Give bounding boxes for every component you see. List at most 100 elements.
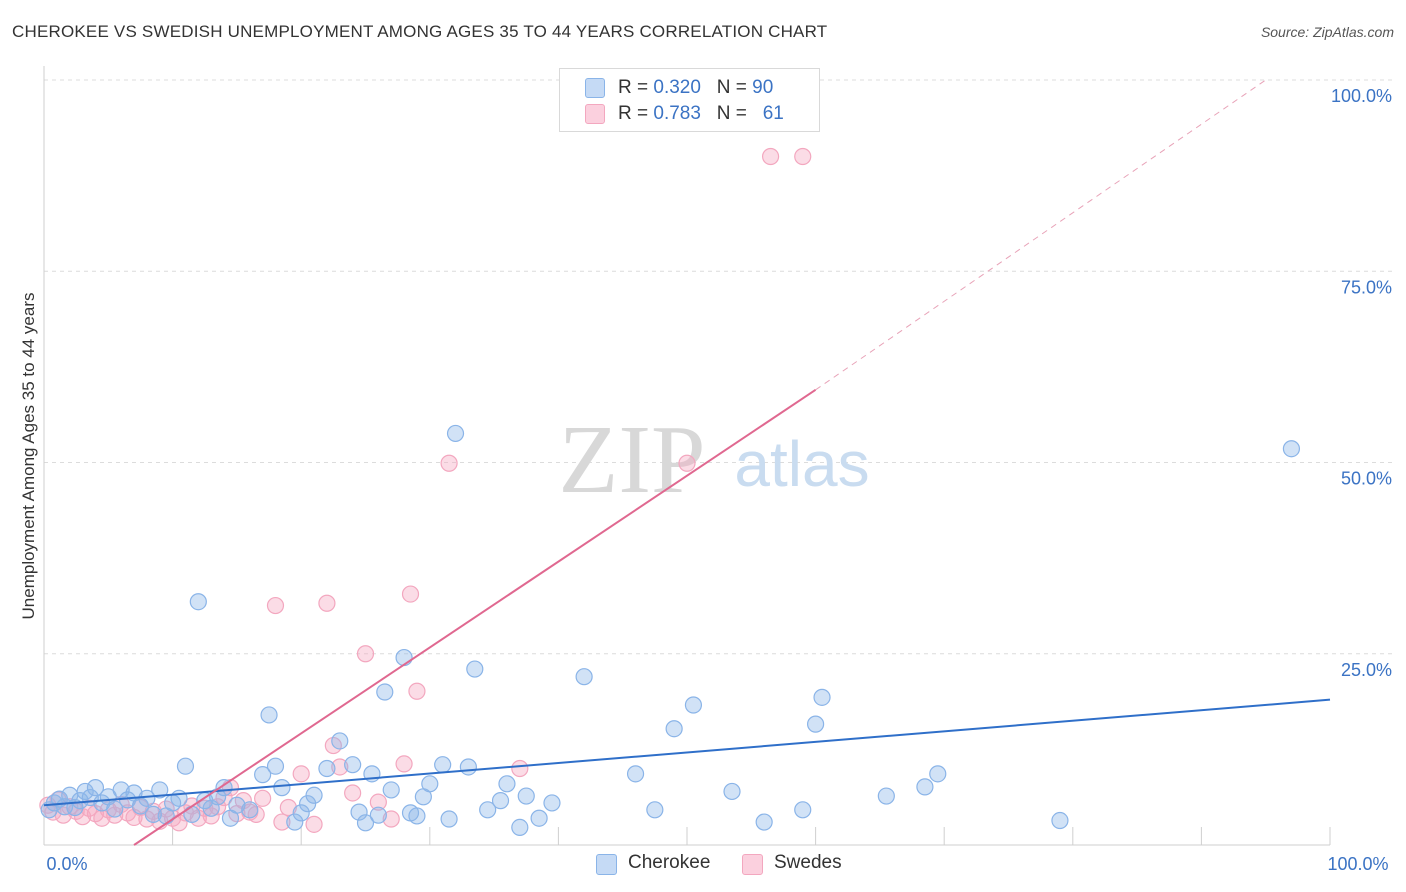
cherokee-point xyxy=(665,720,683,738)
cherokee-point xyxy=(176,757,195,775)
cherokee-point xyxy=(260,706,278,724)
swedes-trend-extension xyxy=(815,79,1266,391)
swedes-point xyxy=(395,755,413,773)
data-points xyxy=(39,147,1301,837)
legend-n-label: N = xyxy=(716,77,753,98)
swedes-point xyxy=(401,585,420,603)
cherokee-point xyxy=(440,810,458,828)
cherokee-point xyxy=(408,807,426,825)
cherokee-point xyxy=(684,696,703,714)
swedes-point xyxy=(106,806,124,824)
cherokee-point xyxy=(466,660,484,678)
cherokee-swatch xyxy=(585,78,605,98)
cherokee-point xyxy=(350,803,368,821)
cherokee-point xyxy=(86,779,105,797)
cherokee-point xyxy=(646,801,664,819)
cherokee-point xyxy=(813,688,831,706)
swedes-point xyxy=(369,793,387,811)
cherokee-point xyxy=(517,787,535,805)
legend-r-value: 0.320 xyxy=(653,77,701,98)
cherokee-point xyxy=(511,818,529,837)
swedes-point xyxy=(254,789,272,807)
cherokee-legend-swatch xyxy=(596,854,617,875)
cherokee-point xyxy=(382,781,400,799)
watermark-zip: ZIP xyxy=(559,406,706,514)
axes xyxy=(43,66,1331,846)
cherokee-point xyxy=(305,786,323,804)
cherokee-point xyxy=(189,593,207,611)
swedes-point xyxy=(344,784,362,802)
legend-r-label: R = xyxy=(618,77,654,98)
legend-r-value: 0.783 xyxy=(653,103,701,124)
cherokee-point xyxy=(421,775,439,793)
cherokee-point xyxy=(183,805,201,824)
swedes-point xyxy=(408,682,426,700)
swedes-legend-label: Swedes xyxy=(774,852,842,873)
swedes-point xyxy=(266,596,285,615)
y-tick-label: 100.0% xyxy=(1331,86,1392,106)
cherokee-point xyxy=(254,766,272,784)
swedes-point xyxy=(511,759,529,778)
swedes-point xyxy=(382,810,400,828)
cherokee-point xyxy=(286,813,304,831)
cherokee-point xyxy=(459,758,477,776)
y-tick-label: 25.0% xyxy=(1341,660,1392,680)
cherokee-trend-line xyxy=(43,698,1331,807)
cherokee-point xyxy=(292,804,310,822)
swedes-point xyxy=(292,765,310,783)
y-tick-label: 50.0% xyxy=(1341,469,1392,489)
grid xyxy=(44,79,1392,655)
cherokee-point xyxy=(498,775,516,793)
cherokee-point xyxy=(723,782,741,801)
cherokee-point xyxy=(446,424,465,443)
cherokee-point xyxy=(151,781,169,799)
legend-n-value: 90 xyxy=(752,77,774,98)
cherokee-point xyxy=(144,805,162,824)
cherokee-point xyxy=(575,668,593,686)
cherokee-point xyxy=(376,683,394,701)
cherokee-point xyxy=(877,787,895,805)
cherokee-point xyxy=(228,796,246,814)
x-tick-label-left: 0.0% xyxy=(46,854,87,874)
stats-legend: R = 0.320 N = 90 R = 0.783 N = 61 xyxy=(559,68,820,132)
x-tick-label-right: 100.0% xyxy=(1327,854,1388,874)
swedes-point xyxy=(794,147,812,166)
cherokee-point xyxy=(491,792,510,810)
watermark-atlas: atlas xyxy=(734,428,869,500)
y-tick-labels: 25.0% 50.0% 75.0% 100.0% xyxy=(1331,86,1392,680)
cherokee-point xyxy=(356,814,375,832)
swedes-swatch xyxy=(585,104,605,124)
trend-lines xyxy=(43,79,1331,846)
cherokee-point xyxy=(916,778,934,796)
y-tick-label: 75.0% xyxy=(1341,277,1392,297)
cherokee-point xyxy=(806,715,825,733)
swedes-point xyxy=(318,594,336,612)
cherokee-point xyxy=(1282,440,1301,458)
cherokee-point xyxy=(434,756,452,774)
cherokee-point xyxy=(241,801,259,819)
y-axis-label: Unemployment Among Ages 35 to 44 years xyxy=(19,293,38,620)
cherokee-point xyxy=(1051,811,1069,830)
swedes-point xyxy=(356,645,375,663)
swedes-point xyxy=(678,454,696,472)
source-label: Source: ZipAtlas.com xyxy=(1260,24,1394,40)
cherokee-point xyxy=(543,794,561,812)
cherokee-point xyxy=(755,813,773,831)
cherokee-point xyxy=(479,801,497,819)
legend-row-cherokee: R = 0.320 N = 90 xyxy=(585,77,773,99)
cherokee-point xyxy=(369,806,387,824)
cherokee-point xyxy=(530,809,548,827)
cherokee-point xyxy=(318,759,336,778)
swedes-trend-line xyxy=(133,388,817,846)
cherokee-point xyxy=(395,648,413,667)
legend-row-swedes: R = 0.783 N = 61 xyxy=(585,103,784,125)
chart-title: CHEROKEE VS SWEDISH UNEMPLOYMENT AMONG A… xyxy=(12,22,828,41)
cherokee-point xyxy=(344,756,362,774)
swedes-legend-swatch xyxy=(742,854,763,875)
cherokee-point xyxy=(331,732,349,750)
swedes-point xyxy=(279,798,297,817)
swedes-point xyxy=(331,758,349,776)
cherokee-point xyxy=(266,757,285,775)
legend-r-label: R = xyxy=(618,103,654,124)
